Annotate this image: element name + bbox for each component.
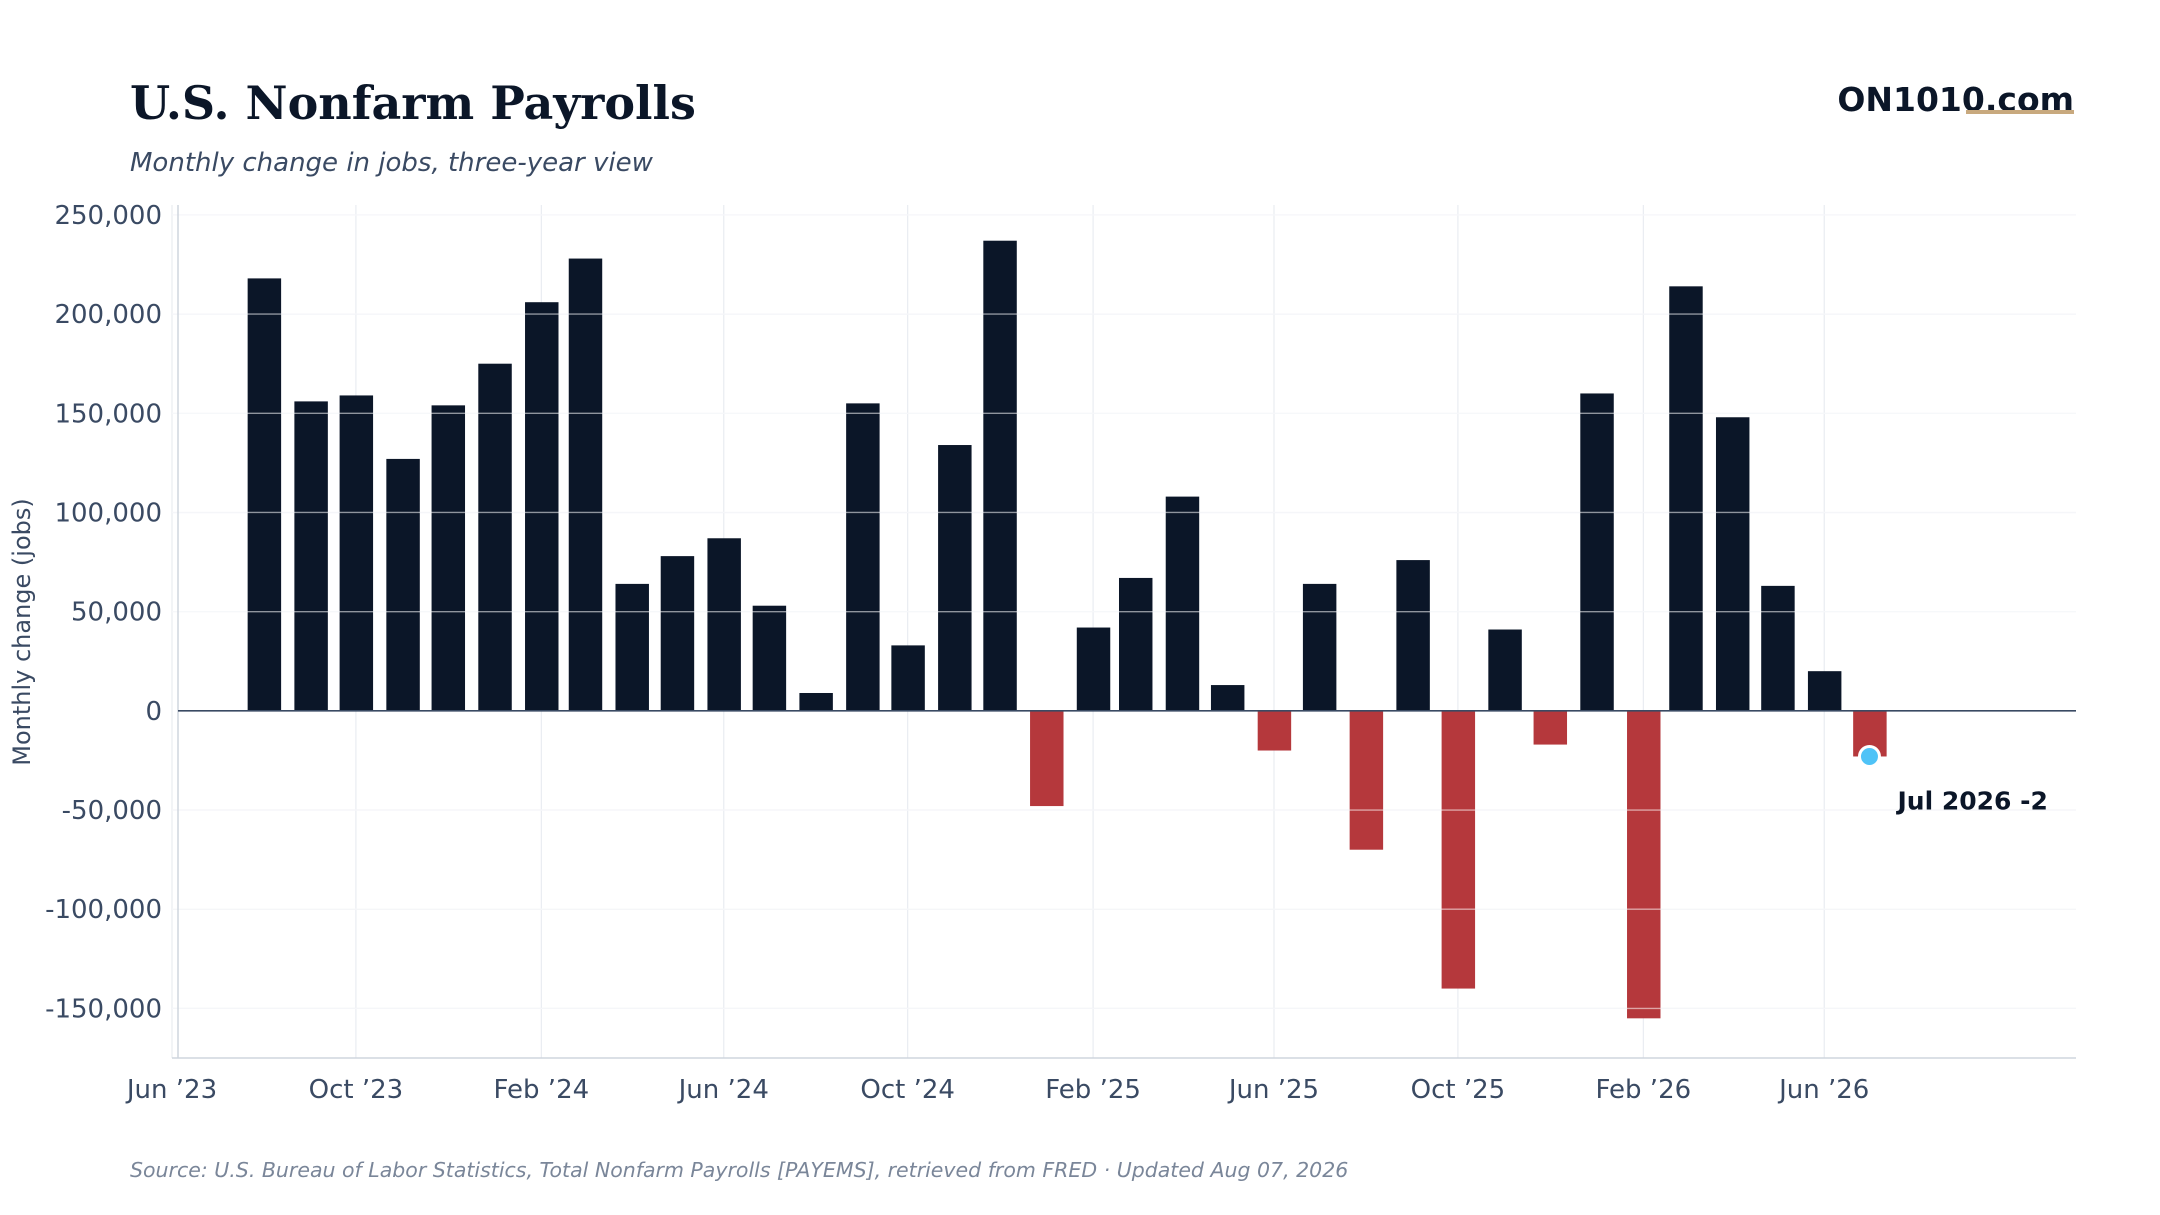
bar <box>525 302 559 711</box>
y-tick-label: -50,000 <box>62 796 162 826</box>
bar <box>294 401 328 711</box>
source-note: Source: U.S. Bureau of Labor Statistics,… <box>130 1158 1349 1182</box>
axis-layer <box>172 205 2076 1059</box>
bar <box>1349 710 1384 850</box>
x-tick-label: Jun ’25 <box>1227 1075 1319 1105</box>
grid-overlay-layer <box>172 214 2076 1010</box>
bar <box>938 445 972 711</box>
y-tick-label: 0 <box>145 697 162 727</box>
bar <box>247 278 282 711</box>
bar <box>707 538 741 711</box>
bar <box>1580 393 1614 711</box>
bar <box>1488 629 1522 711</box>
y-tick-label: 200,000 <box>54 300 162 330</box>
y-tick-label: -150,000 <box>45 994 162 1024</box>
bar <box>568 258 603 711</box>
chart-subtitle: Monthly change in jobs, three-year view <box>130 148 653 178</box>
x-tick-label: Jun ’24 <box>677 1075 769 1105</box>
bar <box>615 583 649 711</box>
x-tick-label: Jun ’26 <box>1777 1075 1869 1105</box>
bar <box>1441 710 1476 989</box>
bar <box>1669 286 1703 711</box>
bar <box>660 556 695 711</box>
bar <box>891 645 925 711</box>
bar <box>1302 583 1337 711</box>
bar <box>1030 710 1064 807</box>
brand-underline <box>1966 110 2074 114</box>
bar <box>1627 710 1661 1019</box>
x-tick-label: Oct ’24 <box>860 1075 955 1105</box>
label-layer: Jun ’23 Oct ’23 Feb ’24 Jun ’24 Oct ’24 Feb ’… <box>45 201 2048 1105</box>
x-tick-label: Feb ’25 <box>1045 1075 1141 1105</box>
chart-title: U.S. Nonfarm Payrolls <box>130 76 696 130</box>
y-tick-label: 250,000 <box>54 201 162 231</box>
bar <box>1165 496 1200 711</box>
bar <box>1761 585 1795 711</box>
y-axis-label: Monthly change (jobs) <box>8 498 36 766</box>
x-tick-label: Oct ’23 <box>309 1075 404 1105</box>
y-tick-label: 100,000 <box>54 498 162 528</box>
bar <box>1715 417 1750 711</box>
x-tick-label: Feb ’24 <box>494 1075 590 1105</box>
bar <box>799 692 833 711</box>
y-tick-label: -100,000 <box>45 895 162 925</box>
bar <box>478 363 512 711</box>
bar <box>1257 710 1292 751</box>
x-tick-label: Oct ’25 <box>1411 1075 1506 1105</box>
x-tick-label: Feb ’26 <box>1596 1075 1692 1105</box>
y-tick-label: 150,000 <box>54 399 162 429</box>
latest-value-marker <box>1857 744 1881 768</box>
bar <box>1807 671 1842 711</box>
bar <box>1533 710 1568 745</box>
bar <box>1076 627 1111 711</box>
bar <box>752 605 787 711</box>
y-tick-label: 50,000 <box>71 598 162 628</box>
x-tick-label: Jun ’23 <box>125 1075 217 1105</box>
bar-layer <box>247 240 1887 1019</box>
bar <box>1118 577 1153 711</box>
latest-value-callout: Jul 2026 -2 <box>1895 786 2047 815</box>
bar <box>846 403 880 711</box>
bar <box>1396 560 1430 711</box>
bar <box>386 458 420 711</box>
bar <box>431 405 466 711</box>
bar <box>339 395 374 711</box>
bar <box>1210 685 1245 711</box>
bar <box>983 240 1017 711</box>
